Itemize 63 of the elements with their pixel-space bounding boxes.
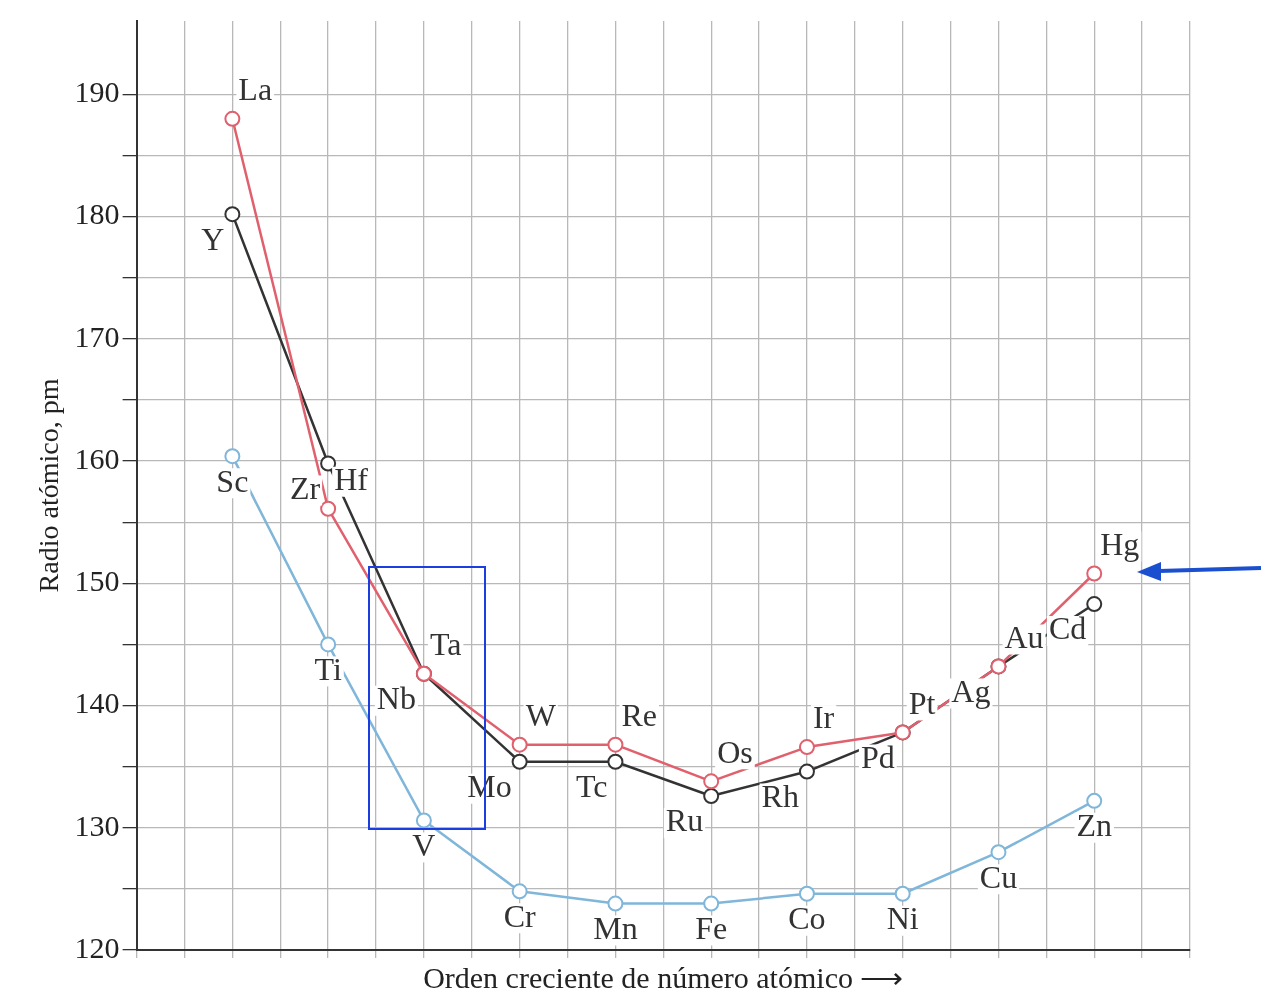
point: [320, 455, 337, 472]
point: [703, 895, 720, 912]
data-label: Pt: [908, 684, 936, 721]
point: [703, 787, 720, 804]
data-label: Zn: [1076, 807, 1113, 844]
data-label: Zr: [289, 469, 321, 506]
data-label: V: [412, 826, 436, 863]
point: [511, 883, 528, 900]
data-label: Nb: [376, 680, 416, 717]
data-label: Hg: [1100, 525, 1140, 562]
y-tick-label: 120: [74, 930, 120, 964]
y-tick-label: 180: [74, 197, 120, 231]
y-axis-title: Radio atómico, pm: [33, 378, 65, 593]
point: [1086, 565, 1103, 582]
data-label: Cd: [1048, 610, 1087, 647]
point: [224, 110, 241, 127]
data-label: Au: [1004, 618, 1044, 655]
data-label: Mn: [593, 909, 638, 946]
data-label: Ag: [951, 672, 991, 709]
data-label: Ta: [429, 626, 462, 663]
point: [320, 636, 337, 653]
data-label: W: [525, 697, 557, 734]
data-label: Ir: [812, 699, 835, 736]
point: [607, 736, 624, 753]
y-tick-label: 130: [74, 808, 120, 842]
data-label: Ru: [665, 802, 704, 839]
point: [415, 812, 432, 829]
point: [511, 753, 528, 770]
data-label: Fe: [695, 909, 728, 946]
y-tick-label: 190: [74, 75, 120, 109]
data-label: Pd: [860, 738, 895, 775]
data-label: Sc: [216, 462, 249, 499]
data-label: Cr: [503, 897, 536, 934]
data-label: Tc: [575, 768, 608, 805]
point: [320, 500, 337, 517]
point: [511, 736, 528, 753]
x-axis-title: Orden creciente de número atómico ⟶: [423, 960, 904, 994]
point: [798, 885, 815, 902]
point: [607, 895, 624, 912]
point: [224, 448, 241, 465]
data-label: Co: [788, 900, 826, 937]
point: [1086, 596, 1103, 613]
point: [894, 885, 911, 902]
y-tick-label: 140: [74, 686, 120, 720]
data-label: Ni: [886, 900, 919, 937]
point: [703, 773, 720, 790]
point: [798, 763, 815, 780]
point: [798, 739, 815, 756]
y-tick-label: 170: [74, 319, 120, 353]
data-label: Hf: [334, 461, 369, 498]
data-label: La: [238, 71, 273, 108]
data-label: Y: [201, 220, 225, 257]
point: [224, 206, 241, 223]
point: [990, 844, 1007, 861]
data-label: Re: [621, 697, 657, 734]
data-label: Ti: [314, 650, 342, 687]
data-label: Cu: [979, 858, 1018, 895]
data-label: Os: [717, 733, 753, 770]
point: [607, 753, 624, 770]
y-tick-label: 160: [74, 441, 120, 475]
y-tick-label: 150: [74, 564, 120, 598]
point: [1086, 792, 1103, 809]
data-label: Rh: [761, 777, 799, 814]
